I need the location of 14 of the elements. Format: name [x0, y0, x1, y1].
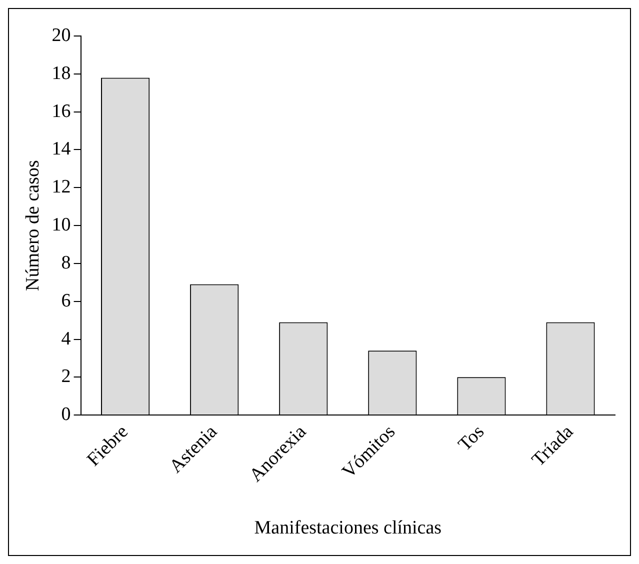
y-tick-label: 2	[61, 366, 71, 388]
y-tick-label: 12	[52, 176, 71, 198]
x-axis-title: Manifestaciones clínicas	[254, 518, 442, 539]
x-tick-label: Tos	[454, 421, 489, 456]
y-tick-label: 8	[61, 252, 71, 274]
y-tick-label: 6	[61, 290, 71, 312]
y-tick-label: 4	[61, 328, 72, 350]
y-tick-label: 20	[52, 24, 71, 46]
y-tick-label: 16	[52, 100, 71, 122]
y-tick-label: 0	[61, 404, 71, 426]
y-axis-title: Número de casos	[22, 160, 44, 291]
y-tick-label: 10	[52, 214, 71, 236]
y-tick-label: 14	[52, 138, 72, 160]
y-tick-label: 18	[52, 62, 71, 84]
